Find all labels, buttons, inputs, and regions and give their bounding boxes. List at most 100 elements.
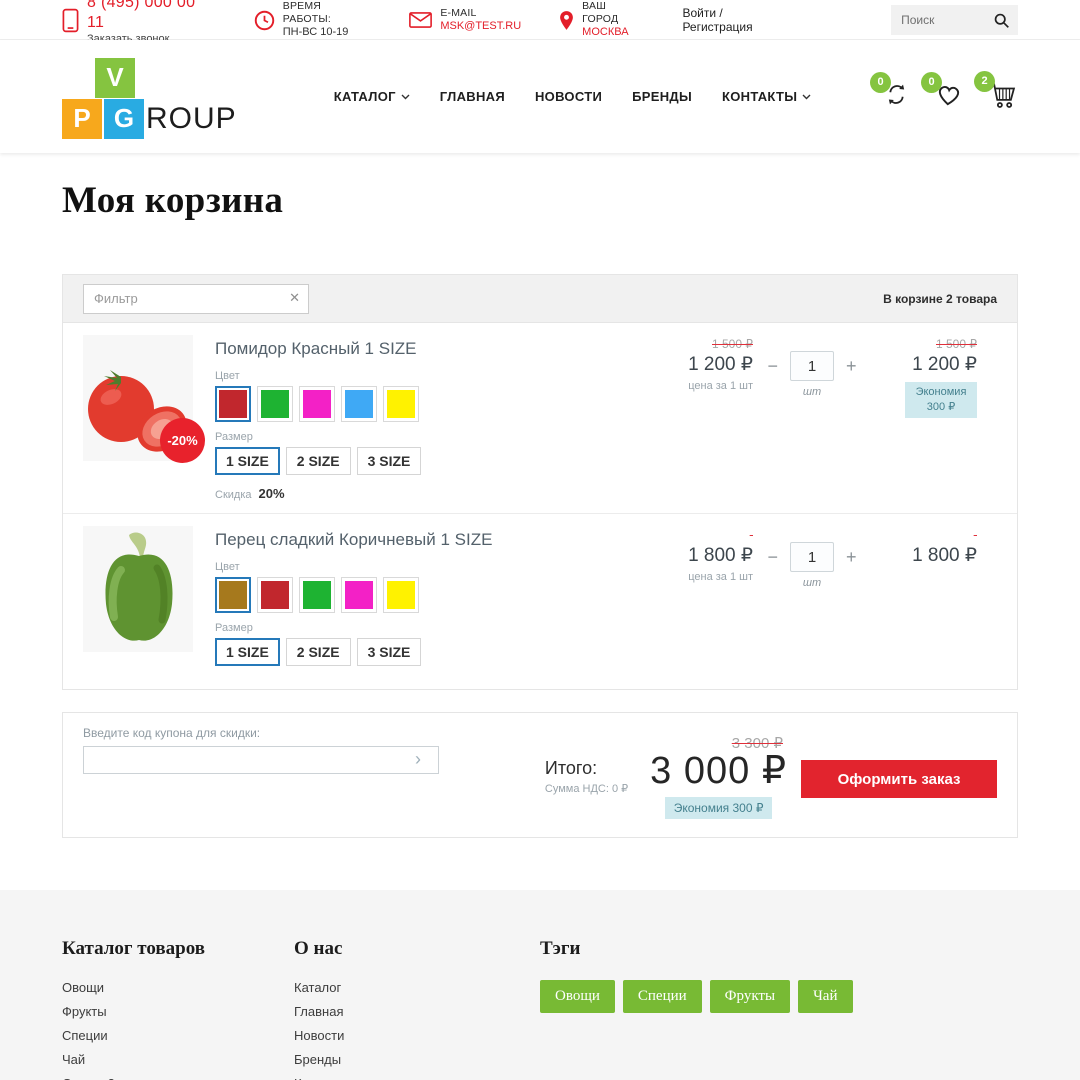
login-register-link[interactable]: Войти / Регистрация bbox=[682, 6, 753, 34]
chevron-down-icon bbox=[802, 94, 811, 100]
wishlist-button[interactable]: 0 bbox=[921, 71, 963, 113]
footer-about-title: О нас bbox=[294, 937, 343, 959]
tag-button[interactable]: Специи bbox=[622, 979, 702, 1013]
search-input[interactable] bbox=[901, 13, 994, 27]
logo[interactable]: V P G ROUP bbox=[62, 54, 262, 140]
color-swatch[interactable] bbox=[215, 577, 251, 613]
nav-item[interactable]: КАТАЛОГ bbox=[334, 89, 410, 104]
unit-price-note: цена за 1 шт bbox=[688, 380, 753, 392]
logo-square-g: G bbox=[104, 98, 144, 139]
email-block: E-MAIL MSK@TEST.RU bbox=[409, 7, 521, 34]
footer-link[interactable]: Фрукты bbox=[62, 1003, 107, 1019]
footer-link[interactable]: Специи bbox=[62, 1027, 108, 1043]
color-swatch[interactable] bbox=[257, 577, 293, 613]
footer-link[interactable]: Каталог bbox=[294, 979, 342, 995]
color-swatch[interactable] bbox=[299, 386, 335, 422]
size-button[interactable]: 3 SIZE bbox=[356, 638, 422, 666]
quantity-input[interactable] bbox=[790, 542, 834, 572]
size-buttons: 1 SIZE 2 SIZE 3 SIZE bbox=[215, 447, 545, 475]
unit-price: 1 200 ₽ bbox=[688, 354, 753, 375]
checkout-button[interactable]: Оформить заказ bbox=[801, 760, 997, 799]
coupon-label: Введите код купона для скидки: bbox=[83, 726, 261, 740]
cart-count-badge: 2 bbox=[974, 70, 995, 92]
email-value[interactable]: MSK@TEST.RU bbox=[440, 19, 522, 32]
search-icon[interactable] bbox=[993, 12, 1010, 29]
email-label: E-MAIL bbox=[440, 6, 477, 19]
discount-row: Скидка 20% bbox=[215, 486, 545, 501]
color-swatch[interactable] bbox=[341, 577, 377, 613]
product-title[interactable]: Перец сладкий Коричневый 1 SIZE bbox=[215, 530, 493, 549]
filter-input[interactable] bbox=[83, 283, 309, 314]
economy-badge: Экономия 300 ₽ bbox=[905, 382, 977, 418]
color-swatch[interactable] bbox=[215, 386, 251, 422]
footer-link[interactable]: Новости bbox=[294, 1027, 345, 1043]
old-line-total: 1 500 ₽ bbox=[936, 337, 977, 351]
quantity-stepper: − + шт bbox=[753, 528, 871, 589]
nav-item[interactable]: НОВОСТИ bbox=[535, 89, 602, 104]
footer-tags-title: Тэги bbox=[540, 937, 581, 959]
quantity-input[interactable] bbox=[790, 351, 834, 381]
quantity-minus-button[interactable]: − bbox=[767, 356, 778, 376]
filter-wrap: ✕ bbox=[83, 283, 309, 314]
size-button[interactable]: 2 SIZE bbox=[285, 447, 351, 475]
line-total-block: 1 800 ₽ bbox=[871, 528, 977, 567]
economy-badge: Экономия 300 ₽ bbox=[664, 796, 773, 819]
nav-item[interactable]: БРЕНДЫ bbox=[632, 89, 692, 104]
quantity-plus-button[interactable]: + bbox=[846, 356, 857, 376]
worktime-block: ВРЕМЯ РАБОТЫ: ПН-ВС 10-19 bbox=[254, 0, 372, 40]
tag-button[interactable]: Овощи bbox=[540, 979, 615, 1013]
search-box[interactable] bbox=[891, 5, 1019, 35]
nav-item-label: ГЛАВНАЯ bbox=[439, 89, 505, 104]
footer-link[interactable]: Контакты bbox=[294, 1076, 540, 1080]
coupon-input[interactable] bbox=[83, 746, 439, 774]
color-swatch[interactable] bbox=[341, 386, 377, 422]
chevron-down-icon bbox=[401, 94, 410, 100]
coupon-submit-icon[interactable]: › bbox=[415, 749, 421, 769]
product-image[interactable] bbox=[83, 526, 193, 652]
size-button[interactable]: 1 SIZE bbox=[215, 638, 280, 666]
footer: Каталог товаров ОвощиФруктыСпецииЧайОвощ… bbox=[0, 889, 1080, 1080]
size-button[interactable]: 2 SIZE bbox=[285, 638, 351, 666]
footer-link[interactable]: Чай bbox=[62, 1051, 86, 1067]
cart-button[interactable]: 2 bbox=[974, 70, 1018, 114]
nav-item[interactable]: ГЛАВНАЯ bbox=[440, 89, 505, 104]
footer-link[interactable]: Овощи bbox=[62, 979, 105, 995]
nav-item[interactable]: КОНТАКТЫ bbox=[722, 89, 811, 104]
city-value[interactable]: МОСКВА bbox=[582, 26, 629, 41]
clear-filter-icon[interactable]: ✕ bbox=[289, 289, 300, 305]
quantity-minus-button[interactable]: − bbox=[767, 547, 778, 567]
nav-item-label: БРЕНДЫ bbox=[632, 89, 692, 104]
logo-square-v: V bbox=[95, 57, 135, 98]
unit-price-note: цена за 1 шт bbox=[688, 571, 753, 583]
color-swatch[interactable] bbox=[383, 577, 419, 613]
color-swatch[interactable] bbox=[299, 577, 335, 613]
footer-link[interactable]: Овощи 2 bbox=[62, 1076, 294, 1080]
tag-button[interactable]: Фрукты bbox=[709, 979, 791, 1013]
product-title[interactable]: Помидор Красный 1 SIZE bbox=[215, 339, 417, 358]
size-button[interactable]: 3 SIZE bbox=[356, 447, 422, 475]
footer-link[interactable]: Бренды bbox=[294, 1051, 342, 1067]
compare-button[interactable]: 0 bbox=[870, 71, 910, 113]
quantity-plus-button[interactable]: + bbox=[846, 547, 857, 567]
line-total: 1 800 ₽ bbox=[912, 545, 977, 566]
product-image[interactable]: -20% bbox=[83, 335, 205, 463]
city-block: ВАШ ГОРОД МОСКВА bbox=[559, 0, 644, 41]
quantity-unit: шт bbox=[802, 577, 822, 589]
header: V P G ROUP КАТАЛОГ ГЛАВНАЯ НОВОСТИ БРЕНДЫ КО… bbox=[0, 40, 1080, 153]
footer-link[interactable]: Главная bbox=[294, 1003, 344, 1019]
main-nav: КАТАЛОГ ГЛАВНАЯ НОВОСТИ БРЕНДЫ КОНТАКТЫ bbox=[334, 89, 812, 104]
size-button[interactable]: 1 SIZE bbox=[215, 447, 280, 475]
color-swatch[interactable] bbox=[383, 386, 419, 422]
color-swatch[interactable] bbox=[257, 386, 293, 422]
topbar: 8 (495) 000 00 11 Заказать звонок ВРЕМЯ … bbox=[0, 0, 1080, 45]
worktime-label: ВРЕМЯ РАБОТЫ: bbox=[282, 0, 332, 26]
summary-box: Введите код купона для скидки: › Итого: … bbox=[62, 712, 1018, 838]
tag-button[interactable]: Чай bbox=[798, 979, 853, 1013]
wishlist-count-badge: 0 bbox=[921, 71, 942, 93]
grand-total: 3 000 ₽ bbox=[650, 750, 787, 792]
pepper-image bbox=[105, 532, 173, 641]
page-title: Моя корзина bbox=[62, 180, 284, 221]
size-buttons: 1 SIZE 2 SIZE 3 SIZE bbox=[215, 638, 545, 666]
line-total-block: 1 500 ₽ 1 200 ₽ Экономия 300 ₽ bbox=[871, 337, 977, 418]
unit-price: 1 800 ₽ bbox=[688, 545, 753, 566]
